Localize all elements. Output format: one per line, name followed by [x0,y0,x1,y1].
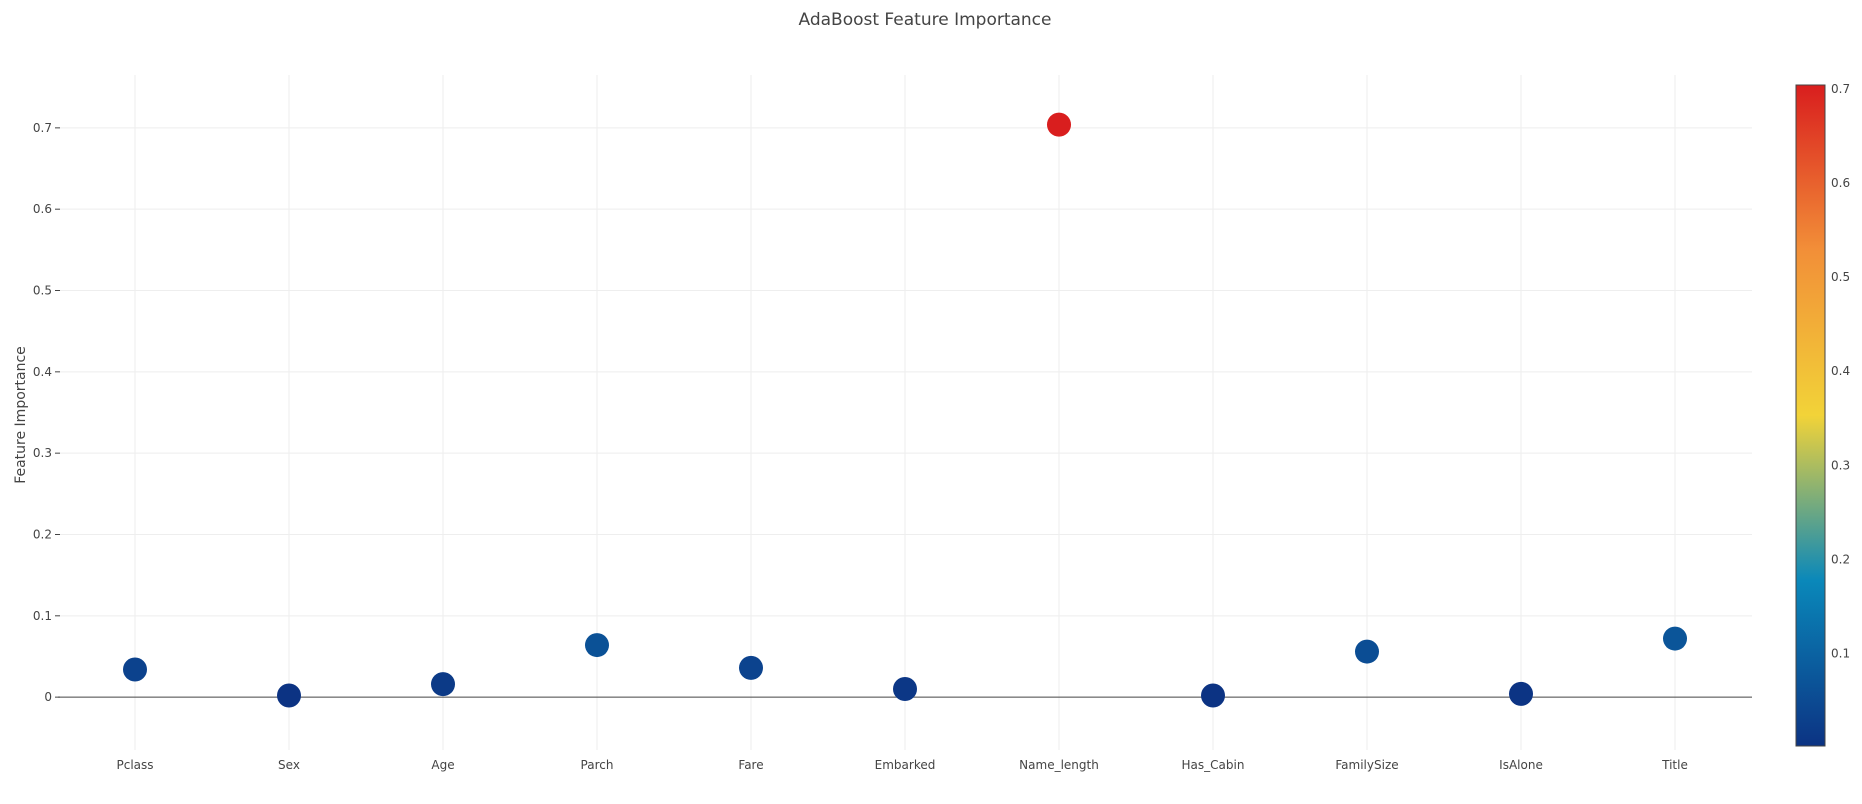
colorbar-tick-label: 0.5 [1831,270,1850,284]
chart-title: AdaBoost Feature Importance [799,10,1052,30]
data-point-familysize[interactable] [1355,639,1379,664]
colorbar: 0.1 0.2 0.3 0.4 0.5 0.6 0.7 [1795,82,1850,747]
x-axis-ticks: Pclass Sex Age Parch Fare Embarked Name_length… [116,758,1687,772]
y-axis-title: Feature Importance [13,346,29,484]
data-point-has-cabin[interactable] [1201,683,1225,708]
colorbar-ticks: 0.1 0.2 0.3 0.4 0.5 0.6 0.7 [1831,82,1850,661]
x-tick-label: Fare [738,758,763,772]
y-axis-ticks: 0 0.1 0.2 0.3 0.4 0.5 0.6 0.7 [33,121,60,704]
x-gridlines [134,75,1676,750]
data-point-title[interactable] [1663,626,1687,651]
data-point-isalone[interactable] [1509,681,1533,706]
y-tick-label: 0.6 [33,202,52,216]
y-tick-label: 0.7 [33,121,52,135]
x-tick-label: Title [1661,758,1688,772]
data-point-sex[interactable] [277,683,301,708]
y-tick-label: 0 [44,690,52,704]
data-point-embarked[interactable] [893,677,917,702]
colorbar-tick-label: 0.2 [1831,553,1850,567]
x-tick-label: FamilySize [1335,758,1398,772]
x-tick-label: Pclass [116,758,153,772]
colorbar-tick-label: 0.6 [1831,176,1850,190]
colorbar-tick-label: 0.4 [1831,364,1850,378]
y-tick-label: 0.2 [33,527,52,541]
y-tick-label: 0.1 [33,609,52,623]
data-point-pclass[interactable] [123,657,147,682]
data-point-name-length[interactable] [1047,112,1071,137]
colorbar-gradient [1795,84,1826,747]
data-point-fare[interactable] [739,655,763,680]
x-tick-label: Age [431,758,454,772]
data-point-parch[interactable] [585,633,609,658]
data-point-age[interactable] [431,672,455,697]
x-tick-label: Sex [278,758,300,772]
colorbar-tick-label: 0.1 [1831,647,1850,661]
x-tick-label: Name_length [1019,758,1099,772]
x-tick-label: Parch [581,758,614,772]
y-tick-label: 0.4 [33,365,52,379]
colorbar-tick-label: 0.3 [1831,458,1850,472]
y-tick-label: 0.5 [33,284,52,298]
x-tick-label: IsAlone [1499,758,1543,772]
y-gridlines [58,127,1752,617]
colorbar-tick-label: 0.7 [1831,82,1850,96]
x-tick-label: Has_Cabin [1182,758,1245,772]
x-tick-label: Embarked [875,758,936,772]
data-points [123,112,1687,708]
y-tick-label: 0.3 [33,446,52,460]
